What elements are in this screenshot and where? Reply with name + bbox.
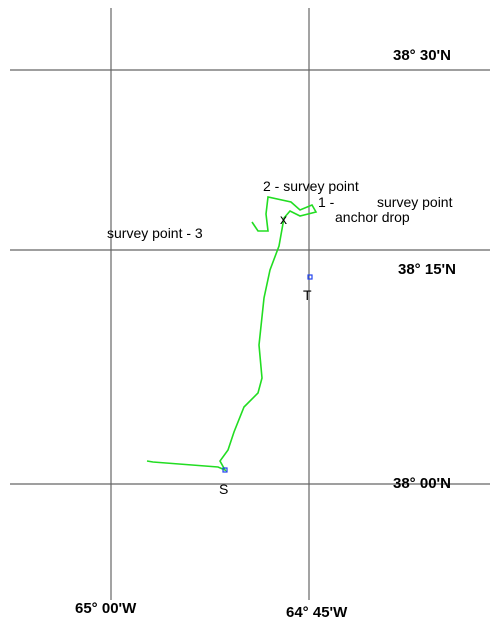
marker-label: T	[303, 287, 312, 303]
annotation: survey point - 3	[107, 225, 203, 241]
start-marker	[222, 467, 228, 473]
lat-label: 38° 30'N	[393, 47, 451, 64]
annotation: anchor drop	[335, 209, 410, 225]
lat-label: 38° 15'N	[398, 261, 456, 278]
marker-label: S	[219, 481, 228, 497]
annotation: 2 - survey point	[263, 178, 359, 194]
lon-label: 64° 45'W	[286, 604, 348, 621]
vessel-track	[146, 196, 318, 472]
annotation: x	[280, 211, 287, 227]
lon-label: 65° 00'W	[75, 600, 137, 617]
annotation: 1 -	[318, 194, 335, 210]
annotation: survey point	[377, 194, 453, 210]
target-marker	[307, 274, 313, 280]
lat-label: 38° 00'N	[393, 475, 451, 492]
